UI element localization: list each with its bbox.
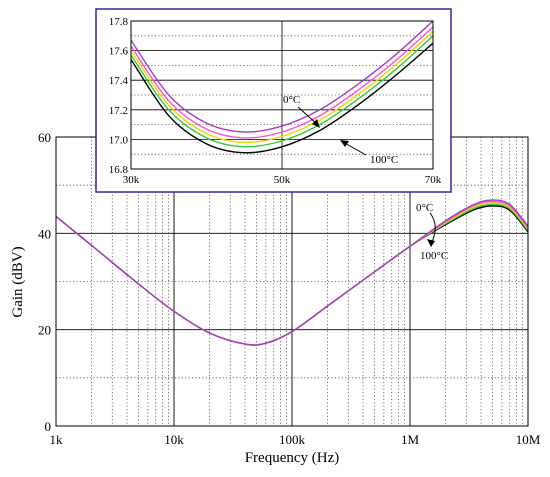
inset-series-line-0C [130,20,434,133]
inset-annotation-bottom: 100°C [370,154,398,166]
x-tick-label: 100k [279,432,306,447]
inset-plot-frame [130,20,434,170]
main-series-line-0C [55,199,529,346]
inset-series-line-25C [130,26,434,139]
inset-tick-labels: 30k 50k 70k 16.8 17.0 17.2 17.4 17.6 17.8 [109,16,442,186]
x-tick-label: 10M [516,432,541,447]
main-annotation-arrowhead [427,239,435,247]
inset-x-tick-label: 30k [123,174,140,186]
inset-background [95,8,452,193]
inset-y-tick-label: 17.0 [109,134,129,146]
inset-y-tick-label: 17.2 [109,105,128,117]
main-annotation-bottom: 100°C [420,250,448,262]
x-axis-label: Frequency (Hz) [245,450,340,466]
inset-y-tick-label: 17.4 [109,75,129,87]
inset-annotation-top: 0°C [283,94,300,106]
main-annotation-top: 0°C [416,202,433,214]
inset-y-tick-label: 17.6 [109,46,129,58]
main-tick-labels: 1k 10k 100k 1M 10M 0 20 40 60 [38,130,541,447]
y-tick-label: 0 [45,419,52,434]
x-tick-label: 10k [164,432,184,447]
y-tick-label: 20 [38,323,51,338]
x-tick-label: 1M [401,432,420,447]
inset-y-tick-label: 17.8 [109,16,129,28]
inset-y-tick-label: 16.8 [109,164,129,176]
inset-x-tick-label: 70k [425,174,442,186]
main-series [55,199,529,346]
inset-series [130,20,434,154]
y-axis-label: Gain (dBV) [10,246,26,317]
y-tick-label: 60 [38,130,51,145]
inset-series-line-50C [130,30,434,144]
y-tick-label: 40 [38,226,51,241]
inset-series-line-100C [130,42,434,154]
inset-annotation-arrowhead-bottom [340,140,349,147]
x-tick-label: 1k [50,432,64,447]
inset-x-tick-label: 50k [274,174,291,186]
inset-annotation-arrowhead-top [312,119,320,128]
inset-series-line-75C [130,35,434,148]
